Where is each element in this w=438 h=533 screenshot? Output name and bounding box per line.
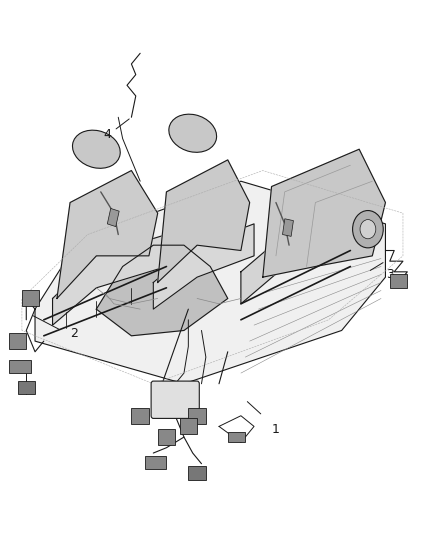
Polygon shape (153, 224, 254, 309)
FancyBboxPatch shape (22, 290, 39, 306)
FancyBboxPatch shape (188, 408, 206, 424)
Text: 2: 2 (71, 327, 78, 340)
Polygon shape (158, 160, 250, 282)
Ellipse shape (72, 130, 120, 168)
Polygon shape (263, 149, 385, 277)
Text: 4: 4 (103, 128, 111, 141)
Text: 1: 1 (272, 423, 280, 435)
Ellipse shape (169, 114, 217, 152)
FancyBboxPatch shape (188, 466, 206, 480)
FancyBboxPatch shape (131, 408, 149, 424)
FancyBboxPatch shape (145, 456, 166, 469)
Bar (283, 219, 293, 236)
FancyBboxPatch shape (9, 333, 26, 349)
FancyBboxPatch shape (9, 360, 31, 373)
Text: 3: 3 (386, 268, 394, 281)
Polygon shape (96, 245, 228, 336)
Polygon shape (241, 224, 350, 304)
Polygon shape (35, 181, 385, 384)
FancyBboxPatch shape (158, 429, 175, 445)
FancyBboxPatch shape (18, 381, 35, 394)
FancyBboxPatch shape (151, 381, 199, 418)
Polygon shape (57, 171, 158, 298)
FancyBboxPatch shape (390, 274, 407, 288)
FancyBboxPatch shape (180, 418, 197, 434)
Bar (107, 208, 119, 227)
Circle shape (353, 211, 383, 248)
Polygon shape (53, 235, 166, 325)
Circle shape (360, 220, 376, 239)
FancyBboxPatch shape (228, 432, 245, 442)
